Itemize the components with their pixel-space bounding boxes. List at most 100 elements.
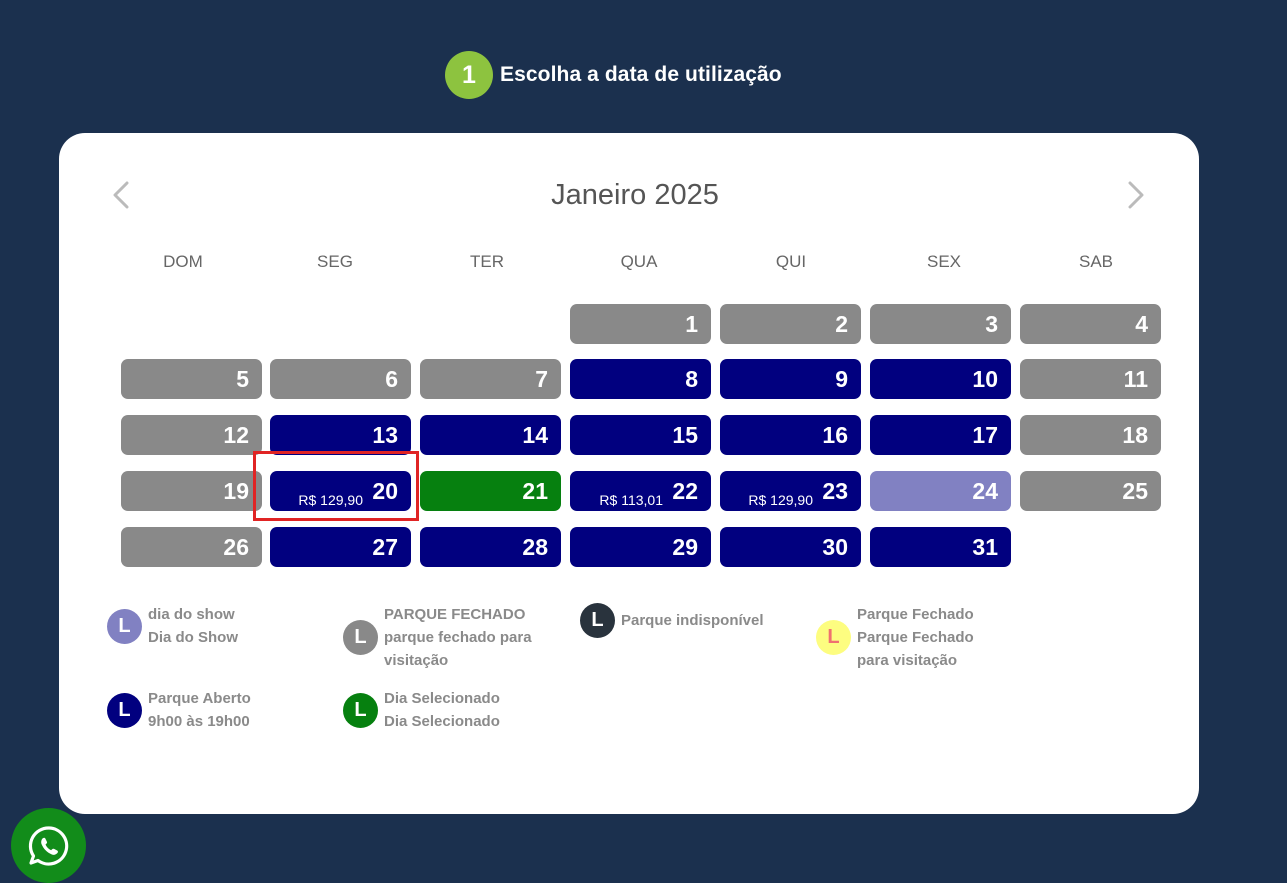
day-number: 30 (822, 534, 848, 560)
calendar-day[interactable]: 11 (1020, 359, 1161, 399)
legend-line: Parque Fechado (857, 606, 974, 623)
legend-dot: L (343, 692, 378, 728)
calendar-day[interactable]: 23 R$ 129,90 (720, 471, 861, 511)
day-number: 4 (1135, 311, 1148, 337)
legend-text: Parque Aberto 9h00 às 19h00 (148, 687, 251, 733)
calendar-day[interactable]: 7 (420, 359, 561, 399)
calendar-day[interactable]: 15 (570, 415, 711, 455)
day-number: 22 (672, 478, 698, 504)
calendar-day[interactable]: 26 (121, 527, 262, 567)
day-number: 14 (522, 422, 548, 448)
calendar-day[interactable]: 6 (270, 359, 411, 399)
day-number: 17 (972, 422, 998, 448)
calendar-day[interactable]: 19 (121, 471, 262, 511)
chevron-left-icon (113, 181, 129, 209)
day-number: 15 (672, 422, 698, 448)
weekday-seg: SEG (317, 252, 353, 271)
legend-item-closed: L PARQUE FECHADO parque fechado para visita… (343, 603, 532, 672)
calendar-day[interactable]: 30 (720, 527, 861, 567)
day-number: 5 (236, 366, 249, 392)
legend-dot: L (816, 620, 851, 655)
legend-text: Parque Fechado Parque Fechado para visitaç… (857, 603, 974, 672)
legend-line: Dia do Show (148, 629, 238, 646)
day-number: 8 (685, 366, 698, 392)
whatsapp-icon (28, 825, 68, 866)
day-number: 26 (223, 534, 249, 560)
legend-line: parque fechado para (384, 629, 532, 646)
day-price: R$ 129,90 (298, 492, 363, 508)
weekday-qua: QUA (620, 252, 658, 271)
legend-item-selected: L Dia Selecionado Dia Selecionado (343, 687, 500, 733)
day-number: 28 (522, 534, 548, 560)
calendar-day[interactable]: 25 (1020, 471, 1161, 511)
legend-dot: L (343, 620, 378, 655)
day-number: 2 (835, 311, 848, 337)
prev-month-button[interactable] (106, 177, 136, 213)
day-number: 1 (685, 311, 698, 337)
calendar-day[interactable]: 13 (270, 415, 411, 455)
calendar-day[interactable]: 5 (121, 359, 262, 399)
legend-line: dia do show (148, 606, 235, 623)
weekday-ter: TER (470, 252, 504, 271)
day-number: 12 (223, 422, 249, 448)
calendar-day[interactable]: 2 (720, 304, 861, 344)
day-number: 24 (972, 478, 998, 504)
day-price: R$ 129,90 (748, 492, 813, 508)
legend-dot: L (107, 608, 142, 644)
calendar-day[interactable]: 17 (870, 415, 1011, 455)
day-number: 16 (822, 422, 848, 448)
calendar-day[interactable]: 28 (420, 527, 561, 567)
weekday-sab: SAB (1078, 252, 1114, 271)
legend-line: PARQUE FECHADO (384, 606, 526, 623)
step-header: 1 Escolha a data de utilização (445, 51, 782, 99)
legend-line: 9h00 às 19h00 (148, 713, 250, 730)
calendar-day[interactable]: 29 (570, 527, 711, 567)
legend-line: para visitação (857, 652, 958, 669)
legend-dot: L (107, 692, 142, 728)
whatsapp-button[interactable] (11, 808, 86, 883)
next-month-button[interactable] (1121, 177, 1151, 213)
calendar-day[interactable]: 10 (870, 359, 1011, 399)
step-number-badge: 1 (445, 51, 493, 99)
day-number: 27 (372, 534, 398, 560)
day-number: 10 (972, 366, 998, 392)
calendar-day[interactable]: 18 (1020, 415, 1161, 455)
weekday-qui: QUI (775, 252, 807, 271)
day-number: 3 (985, 311, 998, 337)
day-number: 21 (522, 478, 548, 504)
calendar-day[interactable]: 14 (420, 415, 561, 455)
calendar-day[interactable]: 22 R$ 113,01 (570, 471, 711, 511)
legend-line: Parque indisponível (621, 612, 764, 629)
legend-line: Dia Selecionado (384, 690, 500, 707)
day-number: 11 (1123, 366, 1148, 392)
calendar-day[interactable]: 12 (121, 415, 262, 455)
weekday-dom: DOM (163, 252, 203, 271)
day-number: 13 (372, 422, 398, 448)
calendar-day[interactable]: 20 R$ 129,90 (270, 471, 411, 511)
legend-text: dia do show Dia do Show (148, 603, 238, 649)
calendar-day[interactable]: 8 (570, 359, 711, 399)
day-number: 31 (972, 534, 998, 560)
day-number: 25 (1122, 478, 1148, 504)
day-number: 19 (223, 478, 249, 504)
chevron-right-icon (1128, 181, 1144, 209)
month-title: Janeiro 2025 (551, 179, 719, 211)
calendar-day[interactable]: 31 (870, 527, 1011, 567)
calendar-day[interactable]: 4 (1020, 304, 1161, 344)
legend-dot: L (580, 603, 615, 638)
calendar-day[interactable]: 27 (270, 527, 411, 567)
calendar-day[interactable]: 3 (870, 304, 1011, 344)
legend-item-unavailable: L Parque indisponível (580, 603, 764, 638)
legend-text: PARQUE FECHADO parque fechado para visitaç… (384, 603, 532, 672)
calendar-day[interactable]: 24 (870, 471, 1011, 511)
day-number: 20 (372, 478, 398, 504)
legend-line: Dia Selecionado (384, 713, 500, 730)
calendar-day[interactable]: 1 (570, 304, 711, 344)
calendar-day[interactable]: 9 (720, 359, 861, 399)
day-price: R$ 113,01 (599, 492, 663, 508)
step-title: Escolha a data de utilização (500, 63, 782, 86)
calendar-day[interactable]: 21 (420, 471, 561, 511)
calendar-day[interactable]: 16 (720, 415, 861, 455)
day-number: 18 (1122, 422, 1148, 448)
